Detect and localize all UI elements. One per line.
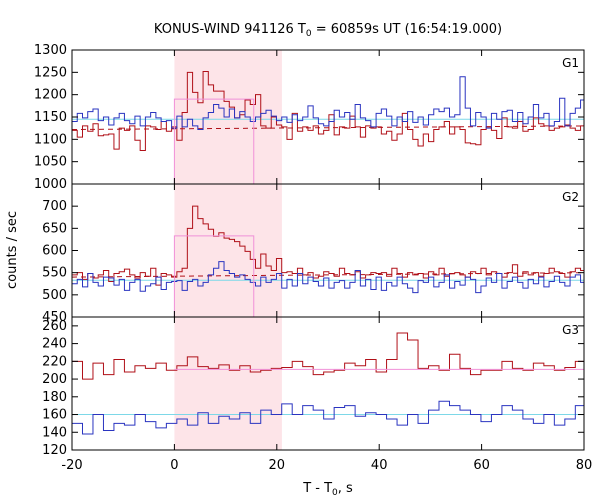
x-tick-label: 0: [170, 458, 178, 473]
y-tick-label: 220: [42, 354, 67, 369]
fit-profile: [173, 98, 255, 184]
series-line-blue: [72, 400, 584, 435]
y-tick-label: 260: [42, 319, 67, 334]
y-axis-label: counts / sec: [5, 211, 20, 289]
y-tick-label: 600: [42, 244, 67, 259]
x-tick-label: 40: [371, 458, 388, 473]
y-tick-label: 1150: [34, 110, 67, 125]
series-line-blue: [72, 261, 584, 294]
y-tick-label: 1300: [34, 43, 67, 58]
shaded-interval: [174, 317, 282, 450]
y-tick-label: 140: [42, 425, 67, 440]
panel-frame: [71, 316, 585, 451]
series-line-red: [72, 70, 584, 151]
x-axis-label: T - T0, s: [302, 481, 353, 498]
panel-g3: 120 140 160 180 200 220 240 260 G3: [42, 316, 585, 458]
background-fit-dashed-0: [71, 125, 585, 131]
panel-label: G2: [562, 190, 579, 204]
y-tick-label: 1200: [34, 88, 67, 103]
series-line-red: [72, 332, 584, 380]
y-tick-label: 650: [42, 221, 67, 236]
x-tick-label: -20: [61, 458, 82, 473]
y-tick-label: 700: [42, 199, 67, 214]
panel-label: G1: [562, 56, 579, 70]
x-tick-label: 60: [473, 458, 490, 473]
y-tick-label: 1050: [34, 155, 67, 170]
y-tick-label: 200: [42, 372, 67, 387]
y-tick-label: 550: [42, 266, 67, 281]
shaded-interval: [174, 184, 282, 317]
y-tick-label: 1000: [34, 177, 67, 192]
series-line-blue: [72, 76, 584, 131]
series-line-red: [72, 205, 584, 286]
panel-frame: [71, 183, 585, 318]
y-tick-label: 1100: [34, 132, 67, 147]
chart-title: KONUS-WIND 941126 T0 = 60859s UT (16:54:…: [154, 22, 502, 39]
y-tick-label: 160: [42, 408, 67, 423]
y-tick-label: 240: [42, 337, 67, 352]
y-tick-label: 450: [42, 310, 67, 325]
chart-panels: 1000105011001150120012501300G14505005506…: [34, 43, 592, 473]
y-tick-label: 180: [42, 390, 67, 405]
y-tick-label: 1250: [34, 65, 67, 80]
panel-label: G3: [562, 323, 579, 337]
y-tick-label: 120: [42, 443, 67, 458]
y-tick-label: 500: [42, 288, 67, 303]
fit-profile: [173, 235, 255, 317]
panel-g2: 450 500 550 600 650 700 G2: [42, 183, 585, 325]
panel-g1: 1000 1050 1100 1150 1200 1250 1300 G1: [34, 43, 585, 192]
x-tick-label: 20: [269, 458, 286, 473]
x-tick-label: 80: [576, 458, 593, 473]
